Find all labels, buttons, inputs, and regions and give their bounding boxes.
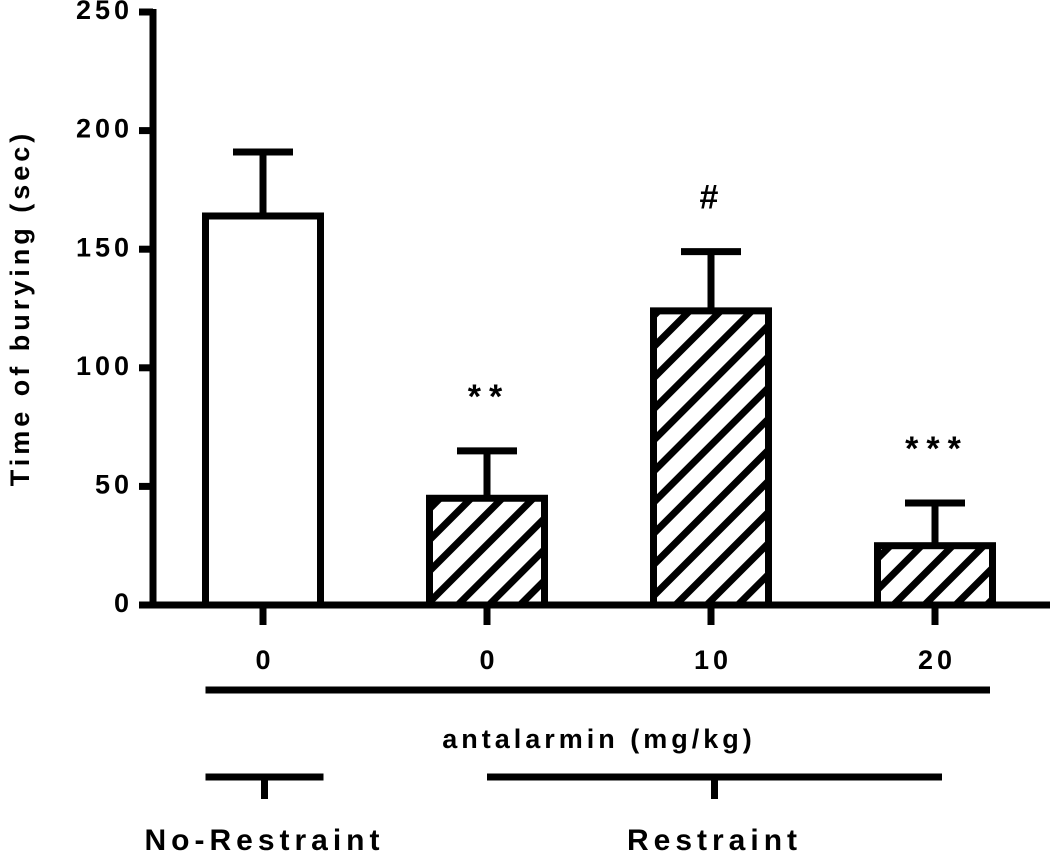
y-axis-label: Time of burying (sec) [5,130,35,487]
y-tick-label: 150 [76,232,133,262]
y-tick-label: 100 [76,351,133,381]
significance-label: ** [468,378,510,416]
y-tick-label: 200 [76,114,133,144]
x-tick-label: 20 [918,645,956,675]
x-tick-label: 0 [479,645,498,675]
bar [426,494,548,609]
group-label: No-Restraint [144,824,384,857]
y-tick-label: 250 [76,0,133,25]
bar [874,542,996,609]
x-tick-label: 0 [255,645,274,675]
x-axis-label: antalarmin (mg/kg) [442,724,756,754]
group-label: Restraint [627,824,802,857]
y-tick-label: 0 [114,588,133,618]
y-tick-label: 50 [95,470,133,500]
significance-label: # [700,179,727,217]
x-tick-label: 10 [694,645,732,675]
significance-label: *** [905,430,969,468]
bar [202,212,324,609]
bar [650,307,772,609]
